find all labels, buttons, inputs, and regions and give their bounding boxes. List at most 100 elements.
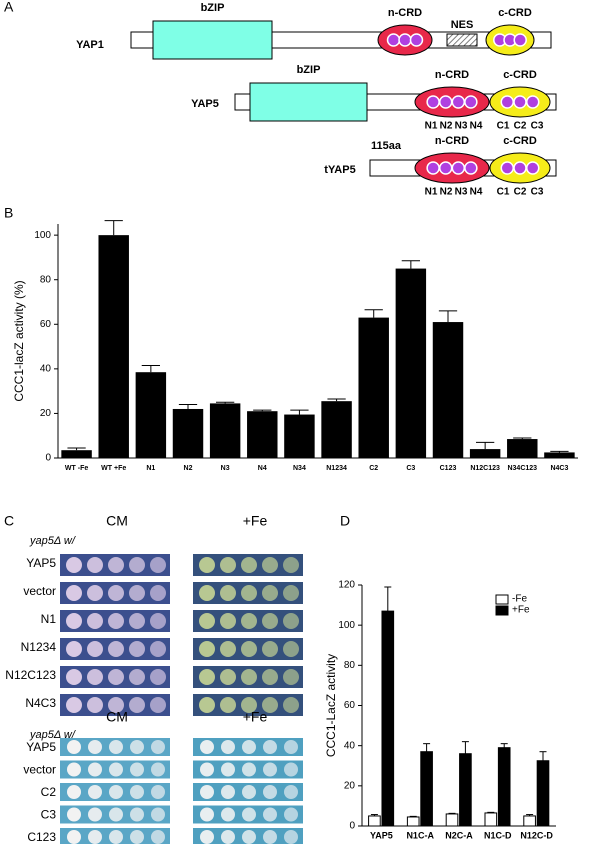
yeast-spot — [220, 585, 236, 601]
strain-prefix: yap5Δ w/ — [29, 535, 76, 547]
yeast-spot — [220, 669, 236, 685]
yeast-spot — [150, 585, 166, 601]
bar — [135, 372, 167, 458]
error-bar — [104, 220, 123, 236]
yeast-spot — [108, 669, 124, 685]
strain-label: YAP5 — [26, 556, 56, 570]
strain-label: N1 — [41, 612, 57, 626]
crd-site — [500, 95, 514, 109]
yeast-spot — [87, 613, 103, 629]
crd-site — [438, 161, 453, 175]
yeast-spot — [242, 785, 256, 799]
crd-site — [464, 95, 478, 109]
crd-site — [500, 161, 514, 175]
site-label: N4 — [470, 121, 483, 132]
yeast-spot — [130, 807, 144, 822]
crd-site — [526, 161, 540, 175]
bar — [432, 322, 464, 458]
bar — [98, 235, 129, 458]
yeast-spot — [283, 641, 299, 657]
yeast-spot — [67, 830, 81, 844]
yeast-spot — [284, 785, 298, 799]
yeast-spot — [241, 641, 257, 657]
yeast-spot — [199, 613, 215, 629]
yeast-spot — [262, 613, 278, 629]
bar — [406, 816, 420, 827]
yeast-spot — [130, 762, 144, 777]
crd-site — [451, 161, 466, 175]
yeast-spot — [284, 807, 298, 822]
domain-label: bZIP — [201, 2, 225, 14]
x-tick-label: C2 — [369, 465, 378, 472]
y-tick-label: 120 — [338, 580, 355, 591]
error-bar — [526, 814, 534, 816]
yeast-spot — [66, 641, 82, 657]
yeast-spot — [262, 669, 278, 685]
error-bar — [448, 812, 456, 814]
site-label: N3 — [455, 121, 468, 132]
yeast-spot — [284, 740, 298, 754]
bar — [321, 401, 352, 458]
construct-name: YAP5 — [191, 98, 219, 110]
x-tick-label: C3 — [406, 465, 415, 472]
yeast-spot — [88, 762, 102, 777]
yeast-spot — [129, 697, 145, 713]
strain-label: vector — [23, 763, 56, 777]
yeast-spot — [108, 585, 124, 601]
site-label: N3 — [455, 187, 468, 198]
yeast-spot — [87, 585, 103, 601]
error-bar — [500, 743, 508, 748]
yeast-spot — [199, 585, 215, 601]
error-bar — [423, 743, 431, 752]
yeast-spot — [242, 762, 256, 777]
site-label: C1 — [497, 121, 510, 132]
yeast-spot — [87, 641, 103, 657]
yeast-spot — [284, 830, 298, 844]
bar — [497, 747, 511, 827]
yeast-spot — [129, 613, 145, 629]
yeast-spot — [262, 641, 278, 657]
panel-label: A — [4, 0, 14, 15]
yeast-spot — [129, 669, 145, 685]
yeast-spot — [66, 613, 82, 629]
error-bar — [384, 586, 392, 612]
legend-label: +Fe — [512, 605, 530, 616]
yeast-spot — [150, 641, 166, 657]
bar — [544, 452, 575, 458]
domain-label: n-CRD — [435, 69, 469, 81]
y-tick-label: 100 — [34, 230, 51, 241]
bar — [61, 450, 92, 458]
yeast-spot — [87, 557, 103, 573]
strain-label: YAP5 — [26, 740, 56, 754]
yeast-spot — [199, 697, 215, 713]
y-tick-label: 40 — [344, 740, 356, 751]
y-tick-label: 40 — [40, 363, 52, 374]
truncation-label: 115aa — [371, 140, 402, 152]
nes-domain — [446, 33, 478, 47]
yeast-spot — [108, 697, 124, 713]
yeast-spot — [199, 641, 215, 657]
y-tick-label: 100 — [338, 620, 355, 631]
bar — [523, 815, 536, 827]
yeast-spot — [241, 557, 257, 573]
yeast-spot — [220, 697, 236, 713]
x-tick-label: N12C123 — [470, 465, 500, 472]
yeast-spot — [221, 785, 235, 799]
legend-swatch — [495, 605, 509, 616]
yeast-spot — [67, 807, 81, 822]
y-axis-label: CCC1-lacZ activity (%) — [12, 280, 26, 401]
bar — [172, 408, 204, 458]
x-tick-label: N34C123 — [507, 465, 537, 472]
crd-site — [438, 95, 453, 109]
crd-site — [513, 95, 527, 109]
bzip-domain — [152, 20, 273, 60]
error-bar — [290, 409, 309, 415]
legend-swatch — [495, 594, 509, 605]
bar — [381, 610, 395, 827]
yeast-spot — [108, 641, 124, 657]
domain-label: NES — [451, 19, 474, 31]
yeast-spot — [150, 613, 166, 629]
error-bar — [370, 814, 378, 816]
yeast-spot — [220, 557, 236, 573]
y-tick-label: 20 — [344, 780, 356, 791]
